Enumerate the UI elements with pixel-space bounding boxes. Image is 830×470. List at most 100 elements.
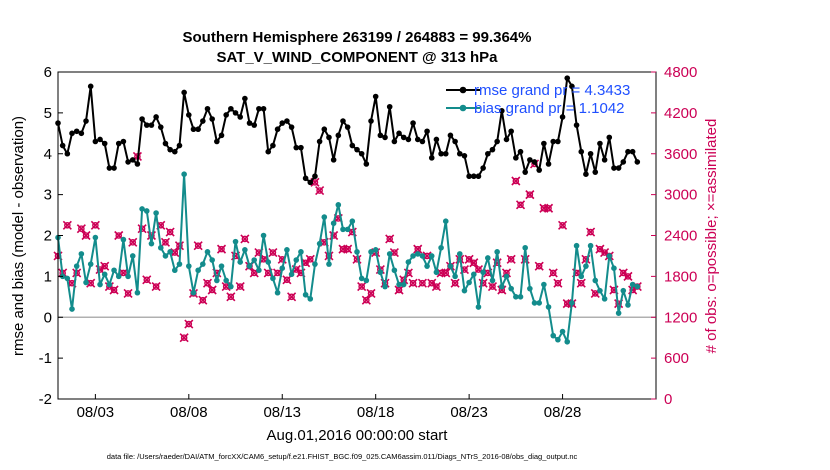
rmse-point (190, 126, 197, 133)
bias-point (167, 249, 173, 255)
legend-bias-marker (459, 104, 467, 112)
obs-count-marker (282, 275, 292, 285)
rmse-point (625, 148, 631, 155)
bias-point (344, 226, 351, 233)
bias-point (256, 267, 262, 274)
obs-count-marker (469, 258, 479, 268)
rmse-point (517, 148, 524, 155)
rmse-point (382, 134, 388, 141)
x-tick-label: 08/08 (170, 404, 208, 421)
obs-count-marker (165, 227, 175, 237)
rmse-point (312, 173, 318, 180)
bias-point (106, 281, 113, 288)
rmse-point (139, 116, 145, 122)
obs-count-marker (543, 203, 554, 213)
obs-count-marker (198, 295, 208, 305)
x-tick-label: 08/18 (357, 404, 395, 421)
y-axis-ticks: -2 -1 0 1 2 3 4 5 6 (39, 64, 63, 408)
rmse-point (508, 128, 514, 135)
rmse-point (223, 112, 229, 118)
y2-tick-label: 4800 (664, 64, 697, 81)
rmse-point (494, 138, 500, 145)
rmse-point (541, 140, 547, 147)
y-tick-label: 0 (44, 309, 52, 326)
obs-count-marker (343, 244, 353, 254)
obs-count-marker (506, 254, 516, 264)
rmse-point (302, 175, 309, 182)
rmse-point (321, 126, 328, 133)
bias-point (153, 210, 159, 216)
bias-point (499, 283, 505, 290)
obs-count-marker (226, 292, 236, 302)
bias-point (97, 281, 103, 288)
bias-point (550, 332, 557, 339)
rmse-point (485, 150, 491, 157)
bias-point (148, 240, 155, 247)
bias-point (326, 261, 332, 267)
rmse-point (148, 122, 155, 128)
y2-tick-label: 0 (664, 391, 672, 408)
bias-point (541, 281, 547, 288)
bias-point (279, 265, 286, 272)
obs-count-marker (408, 278, 418, 288)
bias-point (307, 296, 314, 302)
rmse-point (111, 165, 117, 171)
bias-point (382, 283, 388, 290)
rmse-point (265, 148, 272, 155)
rmse-point (475, 173, 482, 180)
x-tick-label: 08/13 (263, 404, 301, 421)
y2-tick-label: 4200 (664, 105, 697, 122)
rmse-point (629, 148, 636, 155)
rmse-point (246, 120, 253, 126)
obs-count-marker (315, 185, 325, 196)
bias-point (606, 253, 613, 259)
bias-point (242, 247, 248, 253)
rmse-point (601, 157, 608, 163)
bias-point (611, 265, 617, 272)
rmse-point (87, 83, 94, 90)
y2-tick-label: 3000 (664, 187, 697, 204)
bias-point (442, 218, 449, 224)
bias-point (209, 257, 215, 263)
rmse-point (597, 140, 603, 147)
rmse-point (335, 132, 342, 139)
rmse-point (120, 138, 127, 145)
rmse-point (555, 138, 561, 145)
bias-point (340, 226, 346, 233)
bias-point (200, 261, 206, 267)
bias-point (414, 251, 421, 257)
bias-point (312, 261, 318, 267)
bias-point (634, 283, 641, 290)
chart-title-line1: Southern Hemisphere 263199 / 264883 = 99… (183, 29, 532, 46)
rmse-point (545, 161, 552, 167)
x-tick-label: 08/03 (77, 404, 115, 421)
obs-count-marker (184, 319, 194, 329)
bias-point (284, 247, 290, 253)
rmse-point (209, 116, 215, 122)
legend: rmse grand pr = 4.3433 bias grand pr = 1… (446, 82, 630, 117)
rmse-point (368, 118, 374, 124)
bias-point (410, 253, 416, 259)
rmse-point (162, 140, 169, 147)
obs-count-marker (557, 220, 568, 230)
rmse-point (214, 138, 220, 145)
obs-count-marker (515, 200, 526, 210)
rmse-point (73, 128, 80, 135)
rmse-point (340, 118, 346, 124)
rmse-point (307, 179, 314, 186)
rmse-point (232, 110, 239, 116)
bias-point (527, 285, 533, 292)
obs-count-marker (366, 288, 376, 298)
y-tick-label: 5 (44, 105, 52, 122)
bias-point (508, 285, 514, 292)
obs-count-marker (128, 237, 138, 247)
rmse-point (461, 152, 468, 159)
rmse-point (438, 150, 444, 157)
rmse-point (414, 136, 421, 143)
obs-count-marker (394, 285, 404, 295)
bias-point (83, 279, 89, 286)
obs-count-marker (90, 220, 100, 230)
rmse-point (256, 105, 262, 112)
bias-point (363, 277, 370, 284)
rmse-point (59, 142, 66, 149)
